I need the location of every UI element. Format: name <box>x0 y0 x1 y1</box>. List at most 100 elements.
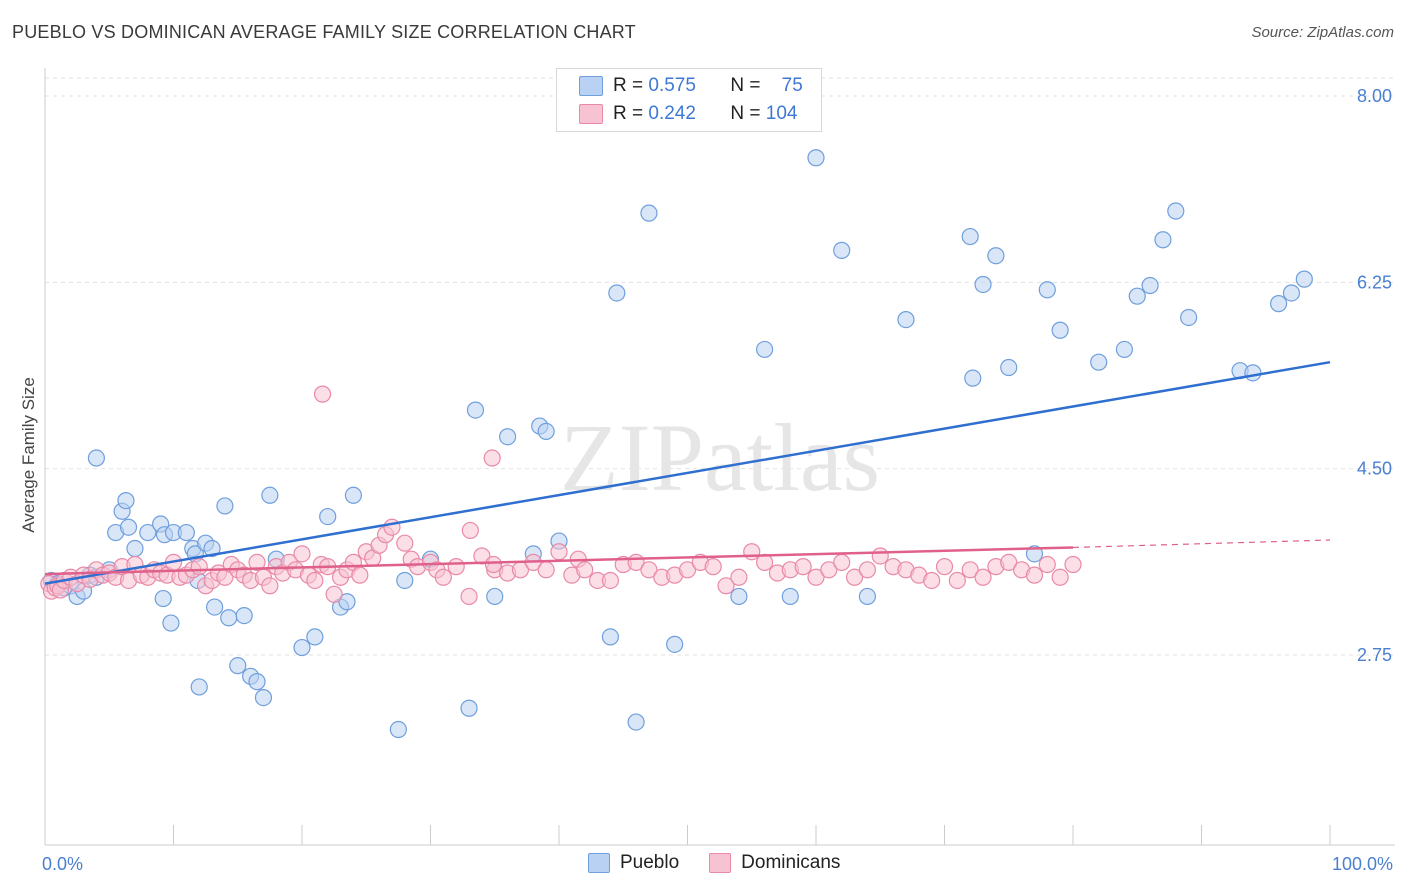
dominican-point <box>483 449 501 467</box>
r-label: R = <box>613 75 644 96</box>
pueblo-point <box>306 628 324 646</box>
pueblo-point <box>1180 308 1198 327</box>
pueblo-point <box>1051 321 1069 339</box>
pueblo-point <box>466 401 485 419</box>
dominican-point <box>858 561 877 579</box>
dominicans-swatch <box>579 104 603 124</box>
legend-item-pueblo[interactable]: Pueblo <box>588 852 679 874</box>
dominican-point <box>743 543 761 561</box>
pueblo-point <box>254 688 273 707</box>
pueblo-point <box>117 492 135 510</box>
legend-row-pueblo: R = 0.575 N = 75 <box>579 73 803 99</box>
dominican-point <box>845 568 864 586</box>
pueblo-point <box>807 149 825 167</box>
dominican-point <box>961 561 979 579</box>
pueblo-point <box>1167 202 1185 220</box>
pueblo-point <box>338 593 356 611</box>
dominican-point <box>1000 553 1018 571</box>
dominican-point <box>434 568 452 586</box>
pueblo-point <box>666 635 684 653</box>
dominican-point <box>923 571 941 590</box>
dominican-point <box>190 558 208 576</box>
pueblo-point <box>235 607 253 625</box>
pueblo-point <box>190 678 208 696</box>
dominican-point <box>833 553 851 571</box>
pueblo-point <box>833 241 851 259</box>
y-tick-label: 4.50 <box>1357 459 1392 479</box>
pueblo-point <box>389 720 407 739</box>
pueblo-swatch <box>579 76 603 96</box>
pueblo-point <box>1128 287 1146 305</box>
watermark: ZIPatlas <box>560 404 880 511</box>
dominican-point <box>1025 566 1044 584</box>
dominican-point <box>351 566 369 584</box>
dominican-point <box>820 561 838 579</box>
dominican-point <box>550 543 568 561</box>
dominican-point <box>313 385 332 403</box>
series-legend: Pueblo Dominicans <box>588 852 870 874</box>
dominicans-swatch <box>709 853 732 873</box>
pueblo-point <box>344 486 362 504</box>
pueblo-point <box>396 571 414 590</box>
r-value: 0.242 <box>648 103 696 124</box>
y-axis-label: Average Family Size <box>19 377 38 533</box>
pueblo-point <box>897 311 915 329</box>
legend-label: Dominicans <box>741 852 841 873</box>
legend-item-dominicans[interactable]: Dominicans <box>709 852 840 874</box>
dominican-point <box>601 571 620 590</box>
pueblo-point <box>781 587 799 606</box>
pueblo-point <box>293 638 311 657</box>
dominican-trend-line <box>44 546 1074 576</box>
pueblo-point <box>1038 281 1056 299</box>
pueblo-point <box>216 497 234 515</box>
axes <box>44 68 1395 846</box>
pueblo-point <box>961 227 979 246</box>
pueblo-point <box>601 628 620 646</box>
pueblo-point <box>1000 358 1018 377</box>
source-label: Source: ZipAtlas.com <box>1251 24 1394 41</box>
pueblo-point <box>974 275 992 294</box>
pueblo-point <box>1025 545 1044 563</box>
dominican-point <box>678 561 697 579</box>
dominican-point <box>717 577 735 595</box>
pueblo-point <box>206 598 224 616</box>
dominican-point <box>730 568 748 586</box>
pueblo-point <box>499 428 517 446</box>
pueblo-point <box>755 340 774 359</box>
y-tick-label: 8.00 <box>1357 86 1392 106</box>
pueblo-point <box>486 587 504 606</box>
pueblo-point <box>537 422 555 440</box>
dominican-point <box>484 555 503 574</box>
trend-lines <box>44 360 1331 585</box>
dominican-point <box>460 587 478 606</box>
x-tick-label: 100.0% <box>1332 854 1393 874</box>
dominican-point <box>576 561 594 579</box>
n-value: 75 <box>781 75 803 96</box>
dominican-point <box>325 585 343 603</box>
dominican-point <box>396 534 414 552</box>
pueblo-point <box>177 523 195 542</box>
pueblo-point <box>1295 270 1313 288</box>
dominican-point <box>537 561 555 579</box>
pueblo-point <box>730 587 748 606</box>
dominican-point <box>1064 555 1082 574</box>
r-label: R = <box>613 103 644 124</box>
y-tick-labels: 8.00 6.25 4.50 2.75 <box>1357 86 1392 665</box>
pueblo-point <box>229 657 247 675</box>
dominican-point <box>1051 568 1069 586</box>
pueblo-point <box>162 614 180 632</box>
pueblo-point <box>1154 231 1172 249</box>
pueblo-point <box>119 518 138 536</box>
x-tick-label: 0.0% <box>42 854 83 874</box>
pueblo-swatch <box>588 853 610 873</box>
dominican-point <box>935 558 954 576</box>
dominican-point <box>461 521 479 540</box>
pueblo-point <box>608 284 626 302</box>
pueblo-trend-line <box>44 360 1331 585</box>
y-tick-label: 2.75 <box>1357 645 1392 665</box>
dominican-point <box>383 518 401 536</box>
x-tick-labels: 0.0% 100.0% <box>42 854 1393 874</box>
dominican-point <box>871 547 889 565</box>
y-tick-label: 6.25 <box>1357 272 1392 292</box>
